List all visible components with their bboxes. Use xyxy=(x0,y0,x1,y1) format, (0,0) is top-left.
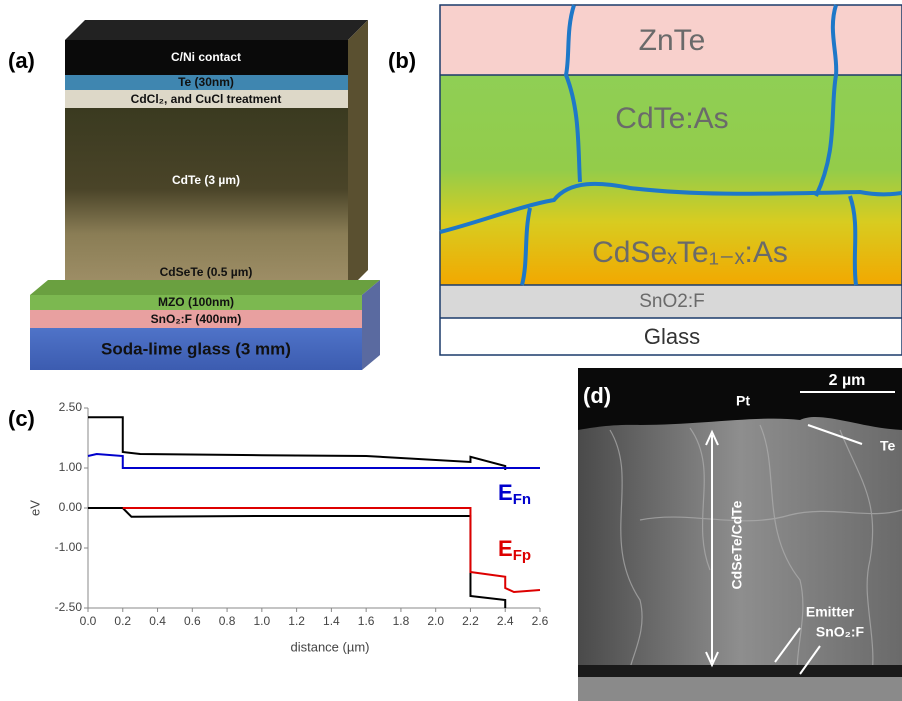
panel-c: (c) distance (µm) eV 2.50 1.00 0.00 -1.00 -2… xyxy=(8,400,549,654)
layer xyxy=(65,90,348,108)
layer xyxy=(65,108,348,288)
legend-label: EFp xyxy=(498,536,531,564)
layer-label: SnO₂:F (400nm) xyxy=(151,312,242,326)
layer-label: CdTe:As xyxy=(615,102,728,135)
x-tick-label: 2.2 xyxy=(462,614,479,628)
layer xyxy=(65,40,348,75)
panel-label: (b) xyxy=(388,48,416,73)
side-face xyxy=(348,20,368,290)
sno2-layer xyxy=(578,677,902,701)
layer-label: CdCl₂, and CuCl treatment xyxy=(131,92,282,106)
y-tick-label: 2.50 xyxy=(59,400,83,414)
layer-label: CdSeTe (0.5 µm) xyxy=(160,265,253,279)
top-face xyxy=(30,280,380,295)
x-tick-label: 0.0 xyxy=(80,614,97,628)
te-arrow xyxy=(807,424,863,445)
panel-d: (d) Pt 2 µm Te CdSeTe/CdTe Emitter SnO₂:… xyxy=(578,368,902,701)
x-tick-label: 2.0 xyxy=(427,614,444,628)
annotation: CdSeTe/CdTe xyxy=(729,500,745,589)
side-face xyxy=(362,280,380,370)
panel-label: (d) xyxy=(583,383,611,408)
annotation: Emitter xyxy=(806,604,855,620)
layer-label: CdTe (3 µm) xyxy=(172,173,240,187)
series-line xyxy=(87,452,540,469)
annotation: Te xyxy=(880,438,896,454)
layer xyxy=(440,318,902,355)
grains xyxy=(609,424,902,691)
x-tick-label: 0.8 xyxy=(219,614,236,628)
legend-label: EFn xyxy=(498,480,531,508)
legend-sub: Fn xyxy=(513,491,531,508)
x-tick-label: 0.2 xyxy=(114,614,131,628)
y-tick-label: 0.00 xyxy=(59,500,83,514)
panel-label: (c) xyxy=(8,406,35,431)
series-line xyxy=(122,507,541,594)
sno2-arrow xyxy=(799,645,821,675)
layer xyxy=(65,75,348,90)
x-axis-label: distance (µm) xyxy=(290,639,369,654)
y-tick-label: -2.50 xyxy=(55,600,83,614)
arrow-heads xyxy=(705,429,719,668)
layer-label: Glass xyxy=(644,324,700,349)
x-tick-label: 0.6 xyxy=(184,614,201,628)
legend-sub: Fp xyxy=(513,547,531,564)
layer xyxy=(30,328,362,370)
layer xyxy=(440,75,902,285)
x-tick-label: 0.4 xyxy=(149,614,166,628)
x-tick-label: 1.0 xyxy=(254,614,271,628)
x-tick-label: 2.4 xyxy=(497,614,514,628)
layer-label: C/Ni contact xyxy=(171,50,241,64)
emitter-arrow xyxy=(774,627,801,663)
x-tick-label: 2.6 xyxy=(532,614,549,628)
layer xyxy=(440,5,902,75)
y-tick-label: 1.00 xyxy=(59,460,83,474)
panel-label: (a) xyxy=(8,48,35,73)
panel-b: (b) ZnTe CdTe:As CdSeₓTe₁₋ₓ:As SnO2:F Gl… xyxy=(388,4,902,356)
layer xyxy=(30,295,362,310)
legend-main: E xyxy=(498,536,513,561)
pt-layer xyxy=(578,368,902,430)
layer-label: ZnTe xyxy=(639,24,706,57)
layer-label: MZO (100nm) xyxy=(158,295,234,309)
layer xyxy=(30,310,362,328)
layer-borders xyxy=(439,4,902,356)
x-tick-label: 1.2 xyxy=(288,614,305,628)
annotation: Pt xyxy=(736,393,750,409)
series-line xyxy=(88,507,507,608)
layer-label: CdSeₓTe₁₋ₓ:As xyxy=(592,236,788,269)
emitter-layer xyxy=(578,665,902,677)
grain-boundaries xyxy=(439,4,902,286)
annotation: 2 µm xyxy=(829,372,866,389)
x-tick-label: 1.4 xyxy=(323,614,340,628)
layer-label: Soda-lime glass (3 mm) xyxy=(101,339,291,358)
layer xyxy=(440,285,902,318)
panel-a: (a) C/Ni contact Te (30nm) CdCl₂, and Cu… xyxy=(8,20,380,370)
y-tick-label: -1.00 xyxy=(55,540,83,554)
layer-label: Te (30nm) xyxy=(178,75,234,89)
y-axis-label: eV xyxy=(27,500,42,516)
x-tick-label: 1.6 xyxy=(358,614,375,628)
x-tick-label: 1.8 xyxy=(393,614,410,628)
annotation: SnO₂:F xyxy=(816,624,865,640)
legend-main: E xyxy=(498,480,513,505)
top-face xyxy=(65,20,368,40)
layer-label: SnO2:F xyxy=(639,291,704,312)
series-line xyxy=(88,416,507,470)
